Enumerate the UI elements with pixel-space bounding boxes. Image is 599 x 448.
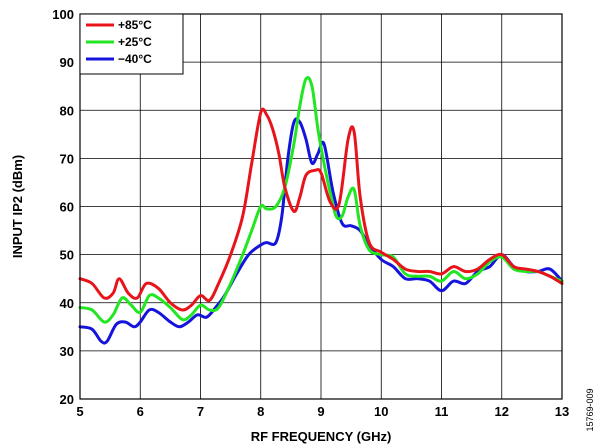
legend-entry-25c: +25°C xyxy=(86,35,152,49)
legend-label-25c: +25°C xyxy=(118,35,152,49)
y-tick-label: 60 xyxy=(60,200,74,215)
x-axis-title: RF FREQUENCY (GHz) xyxy=(251,429,392,444)
series-line-minus40c xyxy=(78,117,564,345)
x-tick-label: 10 xyxy=(374,404,388,419)
x-tick-label: 12 xyxy=(495,404,509,419)
x-tick-labels: 5 6 7 8 9 10 11 12 13 xyxy=(76,404,569,419)
grid xyxy=(80,14,562,399)
y-tick-label: 90 xyxy=(60,55,74,70)
y-tick-label: 40 xyxy=(60,296,74,311)
y-tick-label: 30 xyxy=(60,344,74,359)
y-tick-label: 100 xyxy=(52,7,74,22)
x-tick-label: 11 xyxy=(435,404,449,419)
x-tick-label: 6 xyxy=(137,404,144,419)
legend-entry-85c: +85°C xyxy=(86,18,152,32)
x-tick-label: 8 xyxy=(257,404,264,419)
plot-frame xyxy=(79,13,563,400)
y-tick-label: 50 xyxy=(60,248,74,263)
y-tick-label: 80 xyxy=(60,103,74,118)
legend: +85°C +25°C −40°C xyxy=(79,13,184,75)
legend-entry-minus40c: −40°C xyxy=(86,52,152,66)
figure-id: 15769-009 xyxy=(585,388,595,431)
legend-label-85c: +85°C xyxy=(118,18,152,32)
x-tick-label: 7 xyxy=(197,404,204,419)
y-tick-label: 70 xyxy=(60,151,74,166)
series-line-25c xyxy=(78,76,564,324)
y-tick-labels: 20 30 40 50 60 70 80 90 100 xyxy=(52,7,74,407)
x-tick-label: 9 xyxy=(317,404,324,419)
x-tick-label: 13 xyxy=(555,404,569,419)
series-layer xyxy=(78,76,564,345)
series-line-85c xyxy=(78,107,564,312)
y-axis-title: INPUT IP2 (dBm) xyxy=(10,155,25,258)
legend-label-minus40c: −40°C xyxy=(118,52,152,66)
y-tick-label: 20 xyxy=(60,392,74,407)
x-tick-label: 5 xyxy=(76,404,83,419)
legend-box xyxy=(79,13,184,75)
